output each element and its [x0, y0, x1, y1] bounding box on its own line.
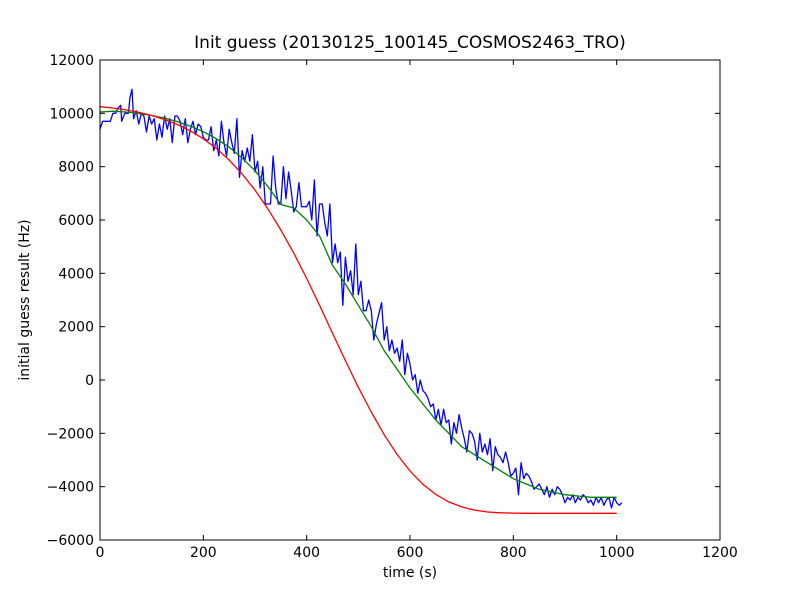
series-line-2	[99, 110, 617, 498]
x-tick-label: 200	[190, 545, 217, 561]
x-tick-label: 0	[96, 545, 105, 561]
plot-area	[100, 60, 720, 540]
x-tick-label: 400	[293, 545, 320, 561]
x-tick-label: 800	[500, 545, 527, 561]
series-line-3	[99, 106, 617, 514]
y-tick-label: 4000	[58, 266, 94, 282]
y-tick-label: 2000	[58, 320, 94, 336]
y-tick-label: −6000	[47, 533, 94, 549]
y-axis-label: initial guess result (Hz)	[17, 219, 33, 380]
y-tick-label: 8000	[58, 160, 94, 176]
x-tick-label: 1200	[702, 545, 738, 561]
chart-title: Init guess (20130125_100145_COSMOS2463_T…	[194, 33, 626, 53]
x-axis-label: time (s)	[383, 565, 437, 581]
series-layer	[99, 88, 623, 514]
y-tick-label: 6000	[58, 213, 94, 229]
y-tick-label: −2000	[47, 426, 94, 442]
tick-layer: 0 200 400 600 800 1000 1200 12000 10000 8000 6000 4…	[47, 53, 738, 561]
y-tick-label: 10000	[49, 106, 94, 122]
y-tick-label: 0	[85, 373, 94, 389]
series-line-1	[99, 88, 623, 509]
y-tick-label: −4000	[47, 480, 94, 496]
x-tick-label: 600	[397, 545, 424, 561]
x-tick-label: 1000	[599, 545, 635, 561]
y-tick-label: 12000	[49, 53, 94, 69]
